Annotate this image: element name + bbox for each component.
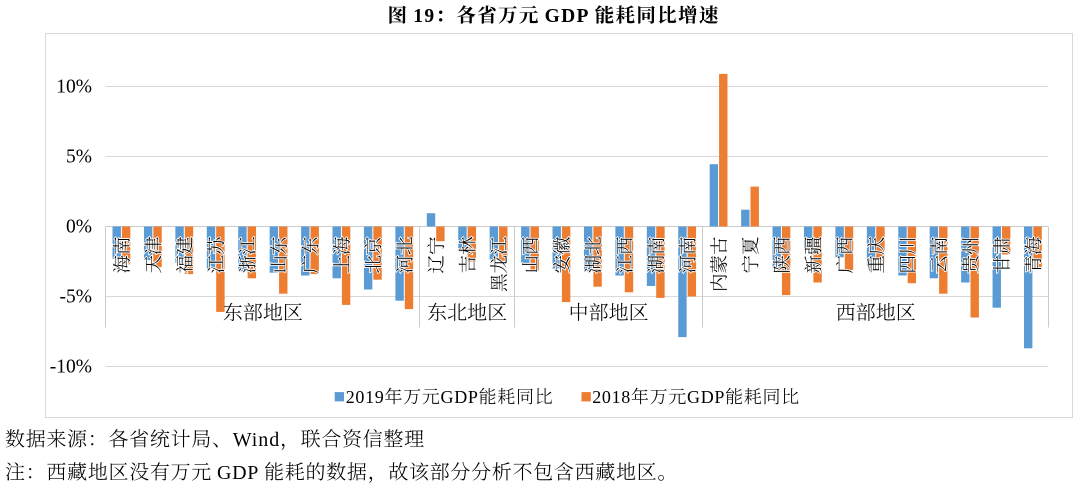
svg-text:2019: 2019	[346, 387, 385, 407]
svg-text:GDP: GDP	[545, 6, 590, 27]
svg-text:5%: 5%	[66, 147, 92, 168]
svg-text:GDP: GDP	[441, 387, 479, 407]
svg-text:GDP: GDP	[687, 387, 725, 407]
svg-text:2018: 2018	[592, 387, 631, 407]
svg-text:-5%: -5%	[60, 287, 92, 308]
svg-text:10%: 10%	[56, 77, 92, 98]
svg-text:-10%: -10%	[50, 357, 92, 378]
svg-text:Wind: Wind	[233, 429, 280, 451]
svg-text:0%: 0%	[66, 217, 92, 238]
svg-text:GDP: GDP	[217, 462, 259, 484]
svg-text:19: 19	[413, 6, 435, 27]
